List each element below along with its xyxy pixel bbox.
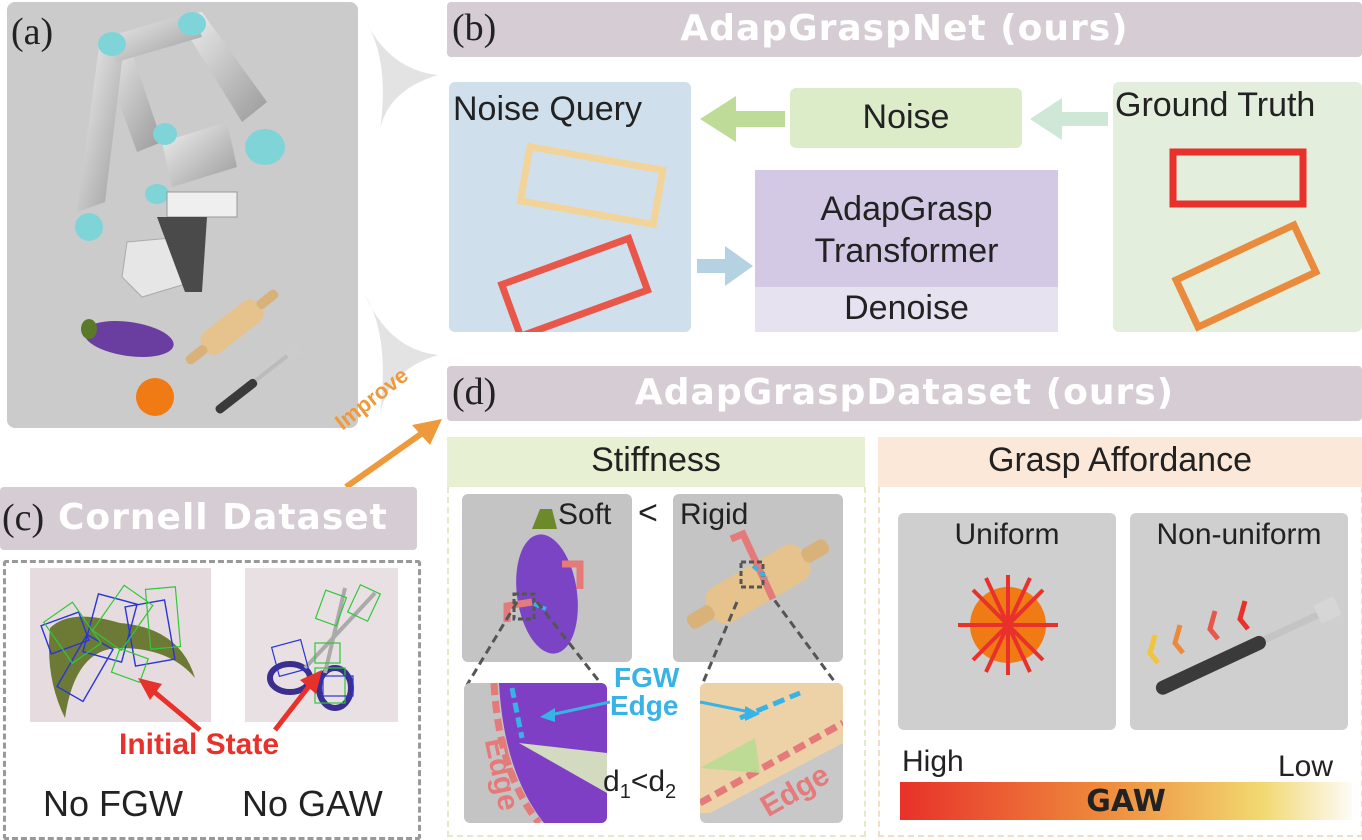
affordance-label: Grasp Affordance [988,441,1252,479]
rolling-pin-zoom-photo [700,683,843,823]
ground-truth-box: Ground Truth [1113,82,1362,332]
initial-state-label: Initial State [119,728,280,761]
noise-box: Noise [790,88,1022,148]
uniform-label: Uniform [954,518,1060,551]
d2-label: d [648,765,666,798]
d1-label: d [603,765,620,798]
distance-comparison: d1<d2 [603,765,676,804]
panel-b-title: AdapGraspNet (ours) [680,8,1129,49]
noise-to-query-arrow [700,96,785,142]
fork-non-uniform-photo [1130,513,1348,730]
panel-d-tag: (d) [452,371,497,413]
d1-subscript: 1 [619,781,631,803]
rigid-label: Rigid [680,498,749,531]
fgw-arrows [540,700,760,722]
panel-d-title: AdapGraspDataset (ours) [634,372,1175,413]
d2-subscript: 2 [665,781,677,803]
orange-uniform-photo [898,513,1116,730]
soft-rigid-less-than: < [638,494,658,532]
caption-no-gaw: No GAW [242,783,383,824]
noise-query-box: Noise Query [449,82,691,332]
gaw-label: GAW [1086,784,1166,819]
eggplant-photo [462,494,632,662]
ground-truth-label: Ground Truth [1115,86,1316,124]
stiffness-header: Stiffness [447,437,865,487]
panel-c-tag: (c) [2,497,45,539]
transformer-label-line2: Transformer [814,232,999,270]
cornell-scissors-image [245,568,398,722]
cornell-banana-image [30,568,211,722]
panel-a-to-d-arrow [365,295,438,415]
robot-arm-scene-image [75,12,303,416]
zoom-connectors [465,600,839,686]
panel-b-header [447,2,1362,57]
stiffness-frame [447,487,866,837]
noise-query-grasp-boxes [497,142,667,332]
noise-query-label: Noise Query [453,90,642,128]
gaw-gradient-bar: GAW [900,782,1352,820]
denoise-label: Denoise [844,289,969,327]
panel-b-tag: (b) [452,7,497,49]
panel-a: (a) [7,2,358,428]
truth-to-noise-arrow [1030,98,1108,140]
adapgrasp-transformer-box: AdapGrasp Transformer [755,170,1058,287]
gaw-high-label: High [902,745,964,778]
initial-state-arrows [138,670,322,732]
rolling-pin-photo [673,494,843,662]
gaw-low-label: Low [1278,750,1334,783]
non-uniform-label: Non-uniform [1156,518,1322,551]
denoise-box: Denoise [755,287,1058,332]
eggplant-zoom-photo [464,683,607,823]
soft-label: Soft [558,498,612,531]
noise-label: Noise [862,98,950,136]
affordance-header: Grasp Affordance [878,437,1362,487]
panel-a-tag: (a) [11,11,54,53]
caption-no-fgw: No FGW [43,783,183,824]
transformer-label-line1: AdapGrasp [820,190,993,228]
fgw-label: FGW [614,662,680,693]
stiffness-label: Stiffness [591,441,721,479]
panel-a-to-b-arrow [365,20,438,130]
panel-c-header [0,487,417,550]
panel-d-header [447,366,1362,421]
query-to-transformer-arrow [697,246,753,286]
fgw-edge-label: Edge [610,690,679,721]
d-less-than: < [630,765,649,798]
improve-arrow [344,419,442,490]
panel-c-title: Cornell Dataset [58,497,388,538]
ground-truth-grasp-boxes [1169,148,1321,332]
